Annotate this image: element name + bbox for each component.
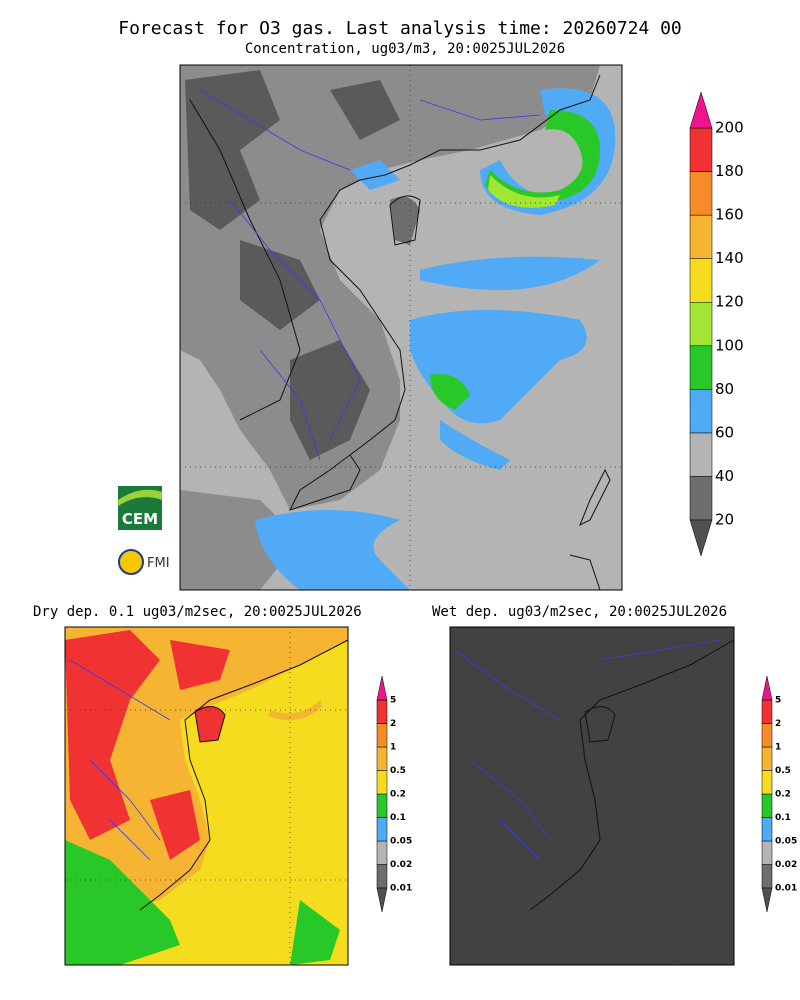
legend-swatch xyxy=(376,723,388,748)
main-map xyxy=(179,64,623,591)
legend-swatch xyxy=(376,770,388,795)
legend-swatch xyxy=(689,258,713,303)
legend-swatch xyxy=(376,746,388,771)
legend-label: 5 xyxy=(775,696,781,706)
legend-swatch xyxy=(689,127,713,172)
legend-swatch xyxy=(376,864,388,889)
wet-title: Wet dep. ug03/m2sec, 20:0025JUL2026 xyxy=(432,604,727,620)
legend-swatch xyxy=(761,840,773,865)
legend-label: 60 xyxy=(715,423,734,441)
dry-legend: 0.01 0.02 0.05 0.1 0.2 0.5 1 2 5 xyxy=(376,675,412,913)
legend-high xyxy=(689,91,713,129)
legend-swatch xyxy=(689,432,713,477)
legend-swatch xyxy=(761,864,773,889)
legend-swatch xyxy=(689,476,713,521)
legend-low xyxy=(689,519,713,557)
legend-swatch xyxy=(761,746,773,771)
legend-label: 1 xyxy=(390,743,396,753)
legend-label: 0.1 xyxy=(775,813,791,823)
legend-high xyxy=(761,675,773,701)
legend-swatch xyxy=(689,171,713,216)
cem-logo: CEM xyxy=(118,486,162,530)
legend-label: 140 xyxy=(715,249,744,267)
legend-label: 0.2 xyxy=(775,790,791,800)
legend-label: 120 xyxy=(715,293,744,311)
legend-label: 0.05 xyxy=(775,837,797,847)
legend-swatch xyxy=(376,793,388,818)
legend-low xyxy=(376,887,388,913)
legend-label: 2 xyxy=(775,719,781,729)
cem-text: CEM xyxy=(122,510,158,528)
legend-label: 200 xyxy=(715,119,744,137)
dry-title: Dry dep. 0.1 ug03/m2sec, 20:0025JUL2026 xyxy=(33,604,362,620)
legend-label: 0.1 xyxy=(390,813,406,823)
fmi-text: FMI xyxy=(147,556,170,571)
legend-label: 0.02 xyxy=(775,860,797,870)
legend-label: 40 xyxy=(715,467,734,485)
legend-swatch xyxy=(689,301,713,347)
legend-label: 0.5 xyxy=(390,766,406,776)
legend-label: 0.01 xyxy=(390,884,412,894)
legend-swatch xyxy=(689,345,713,390)
main-legend: 20 40 60 80 100 120 140 160 180 200 xyxy=(689,91,744,557)
legend-low xyxy=(761,887,773,913)
wet-map xyxy=(449,626,735,966)
legend-label: 180 xyxy=(715,162,744,180)
legend-label: 1 xyxy=(775,743,781,753)
dry-map xyxy=(64,626,349,966)
legend-swatch xyxy=(376,817,388,842)
legend-label: 0.01 xyxy=(775,884,797,894)
legend-swatch xyxy=(761,699,773,724)
legend-label: 2 xyxy=(390,719,396,729)
wet-legend: 0.01 0.02 0.05 0.1 0.2 0.5 1 2 5 xyxy=(761,675,797,913)
legend-swatch xyxy=(761,793,773,818)
legend-high xyxy=(376,675,388,701)
legend-swatch xyxy=(376,699,388,724)
legend-swatch xyxy=(761,723,773,748)
title: Forecast for O3 gas. Last analysis time:… xyxy=(118,18,682,39)
legend-swatch xyxy=(689,214,713,259)
legend-label: 5 xyxy=(390,696,396,706)
legend-swatch xyxy=(689,389,713,434)
legend-swatch xyxy=(376,840,388,865)
legend-label: 0.05 xyxy=(390,837,412,847)
legend-swatch xyxy=(761,817,773,842)
legend-label: 160 xyxy=(715,206,744,224)
legend-label: 0.5 xyxy=(775,766,791,776)
legend-label: 80 xyxy=(715,380,734,398)
legend-label: 0.02 xyxy=(390,860,412,870)
legend-label: 20 xyxy=(715,511,734,529)
legend-label: 0.2 xyxy=(390,790,406,800)
legend-label: 100 xyxy=(715,336,744,354)
subtitle: Concentration, ug03/m3, 20:0025JUL2026 xyxy=(245,41,565,57)
legend-swatch xyxy=(761,770,773,795)
fmi-logo: FMI xyxy=(118,549,170,575)
